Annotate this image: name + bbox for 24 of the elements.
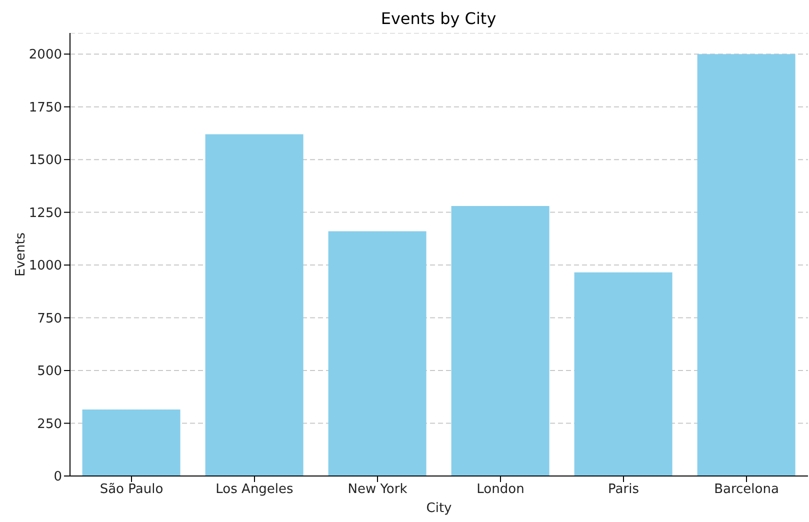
y-tick-label: 0 [54, 470, 62, 485]
x-tick-label: New York [348, 482, 408, 498]
x-tick-label: Paris [608, 482, 640, 498]
y-axis-title: Events [14, 232, 29, 277]
x-tick-label: Los Angeles [216, 482, 294, 498]
bar [574, 272, 672, 476]
bar [451, 206, 550, 476]
y-tick-label: 500 [37, 364, 62, 380]
x-tick-label: São Paulo [100, 482, 164, 498]
y-tick-label: 2000 [28, 48, 62, 63]
y-tick-label: 250 [37, 416, 62, 432]
x-axis-title: City [426, 501, 452, 516]
chart-title: Events by City [380, 8, 498, 30]
y-tick-label: 1250 [28, 206, 62, 221]
bar [328, 231, 426, 476]
y-tick-label: 1500 [28, 153, 62, 168]
bar [205, 134, 304, 476]
bar [697, 54, 796, 476]
x-tick-label: Barcelona [714, 482, 779, 498]
x-tick-label: London [476, 482, 524, 498]
y-tick-label: 1750 [28, 100, 62, 116]
bar [82, 410, 180, 476]
y-tick-label: 750 [37, 311, 62, 326]
y-tick-label: 1000 [28, 258, 62, 274]
